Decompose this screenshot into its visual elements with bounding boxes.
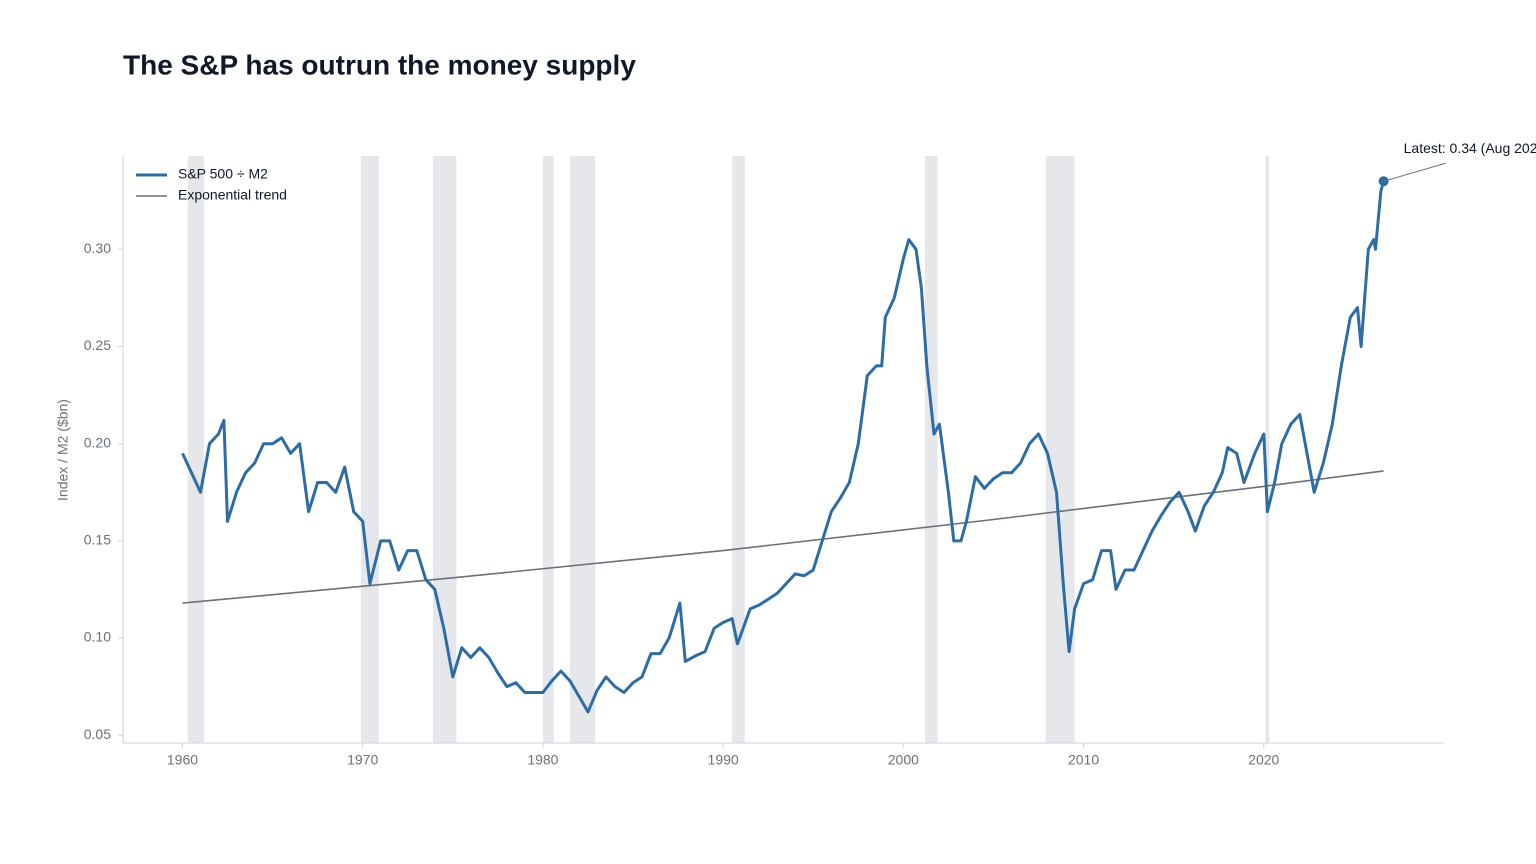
chart-title: The S&P has outrun the money supply bbox=[123, 49, 636, 80]
x-tick-label: 1990 bbox=[708, 752, 739, 768]
x-tick-label: 2020 bbox=[1248, 752, 1279, 768]
annotation: Latest: 0.34 (Aug 2026) bbox=[1404, 140, 1536, 156]
y-axis-label: Index / M2 ($bn) bbox=[55, 399, 71, 501]
x-tick-label: 2000 bbox=[888, 752, 919, 768]
x-tick-label: 1980 bbox=[527, 752, 558, 768]
recession-band bbox=[1265, 156, 1270, 743]
recession-band bbox=[569, 156, 596, 743]
recession-band bbox=[732, 156, 745, 743]
y-tick-label: 0.05 bbox=[84, 726, 111, 742]
recession-band bbox=[187, 156, 205, 743]
legend-label: Exponential trend bbox=[178, 187, 287, 203]
y-tick-label: 0.10 bbox=[84, 629, 111, 645]
x-tick-label: 1970 bbox=[347, 752, 378, 768]
annotation-leader bbox=[1383, 162, 1446, 182]
recession-band bbox=[924, 156, 938, 743]
recession-band bbox=[1045, 156, 1075, 743]
series-line bbox=[182, 470, 1384, 604]
x-tick-label: 2010 bbox=[1068, 752, 1099, 768]
recession-band bbox=[542, 156, 554, 743]
x-tick-label: 1960 bbox=[167, 752, 198, 768]
recession-band bbox=[360, 156, 379, 743]
y-tick-label: 0.25 bbox=[84, 337, 111, 353]
recession-band bbox=[432, 156, 457, 743]
legend-label: S&P 500 ÷ M2 bbox=[178, 166, 268, 182]
y-tick-label: 0.15 bbox=[84, 532, 111, 548]
series-line bbox=[181, 180, 1386, 714]
y-tick-label: 0.30 bbox=[84, 240, 111, 256]
y-tick-label: 0.20 bbox=[84, 434, 111, 450]
